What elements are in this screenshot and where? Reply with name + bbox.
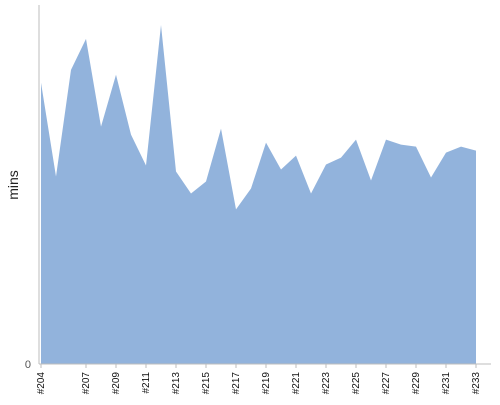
y-axis-label: mins xyxy=(5,170,21,200)
data-point xyxy=(326,164,327,165)
x-tick-label: #211 xyxy=(141,372,152,394)
data-point xyxy=(416,146,417,147)
x-tick-label: #231 xyxy=(441,372,452,395)
data-point xyxy=(56,176,57,177)
area-series-0 xyxy=(41,24,476,364)
data-point xyxy=(161,24,162,25)
x-tick-label: #219 xyxy=(261,372,272,395)
data-point xyxy=(101,126,102,127)
data-point xyxy=(371,180,372,181)
x-tick-label: #209 xyxy=(111,372,122,395)
data-point xyxy=(461,146,462,147)
x-tick-label: #204 xyxy=(36,372,47,395)
data-point xyxy=(476,150,477,151)
x-tick-label: #217 xyxy=(231,372,242,395)
x-tick-label: #223 xyxy=(321,372,332,395)
axes: 0 #204 #207 #209 #211 #213 #215 #217 #219 #221 #22… xyxy=(25,5,491,394)
data-point xyxy=(146,165,147,166)
y-tick-label: 0 xyxy=(25,359,31,371)
plot-area xyxy=(41,24,477,364)
data-point xyxy=(446,152,447,153)
data-point xyxy=(281,169,282,170)
x-tick-label: #207 xyxy=(81,372,92,395)
data-point xyxy=(221,128,222,129)
data-point xyxy=(311,193,312,194)
x-tick-label: #215 xyxy=(201,372,212,395)
data-point xyxy=(266,142,267,143)
data-point xyxy=(116,74,117,75)
data-point xyxy=(356,139,357,140)
data-point xyxy=(386,139,387,140)
data-point xyxy=(41,82,42,83)
data-point xyxy=(236,209,237,210)
x-tick-label: #227 xyxy=(381,372,392,395)
data-point xyxy=(431,177,432,178)
data-point xyxy=(86,38,87,39)
x-tick-label: #233 xyxy=(471,372,482,395)
data-point xyxy=(296,155,297,156)
data-point xyxy=(131,134,132,135)
data-point xyxy=(191,193,192,194)
x-tick-label: #229 xyxy=(411,372,422,395)
data-point xyxy=(71,69,72,70)
data-point xyxy=(401,144,402,145)
data-point xyxy=(341,157,342,158)
data-point xyxy=(251,188,252,189)
x-tick-label: #225 xyxy=(351,372,362,395)
x-tick-label: #213 xyxy=(171,372,182,395)
data-point xyxy=(176,171,177,172)
data-point xyxy=(206,181,207,182)
x-tick-label: #221 xyxy=(291,372,302,395)
